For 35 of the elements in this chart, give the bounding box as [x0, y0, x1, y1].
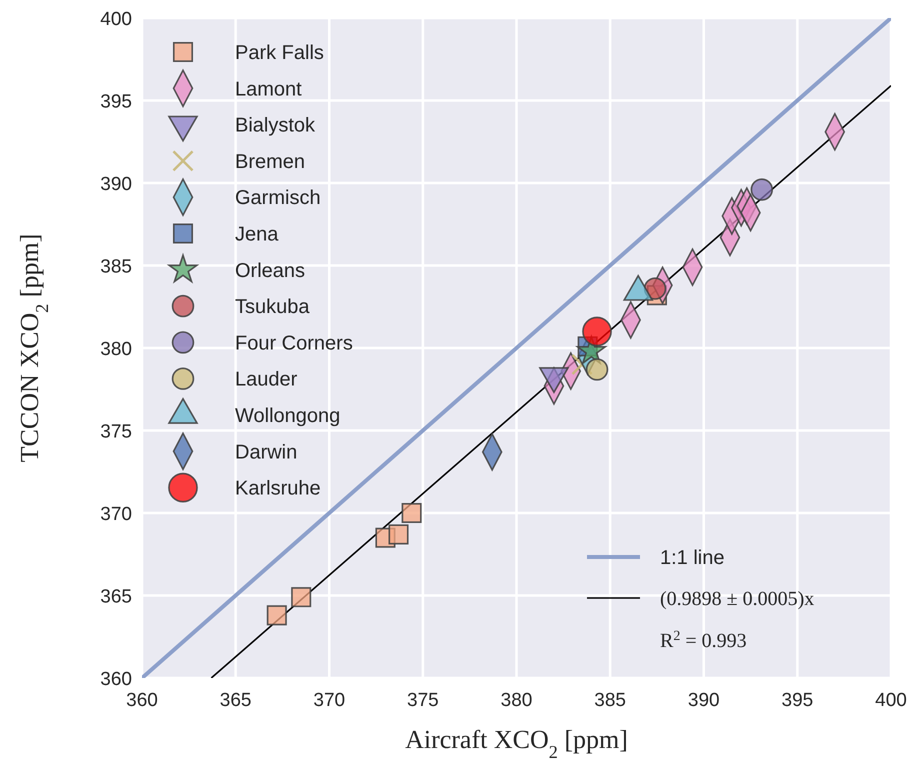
- x-tick-label: 380: [500, 690, 532, 711]
- y-tick-label: 395: [100, 92, 132, 112]
- x-tick-label: 400: [875, 690, 907, 711]
- annotation: R$^{2}$ = 0.993: [660, 628, 747, 652]
- legend-label: Bremen: [235, 150, 306, 173]
- x-tick-label: 370: [313, 690, 346, 711]
- legend-label: Lauder: [235, 368, 298, 391]
- x-tick-label: 365: [220, 690, 252, 711]
- y-tick-label: 385: [100, 256, 132, 278]
- y-tick-label: 370: [100, 504, 132, 525]
- y-tick-label: 380: [100, 339, 132, 360]
- legend-label: (0.9898 ± 0.0005)x: [660, 588, 814, 610]
- legend-label: Garmisch: [235, 187, 321, 210]
- legend-label: Darwin: [235, 441, 298, 464]
- x-tick-label: 385: [594, 690, 626, 711]
- y-tick-label: 360: [100, 669, 132, 690]
- y-tick-label: 365: [100, 586, 132, 608]
- x-tick-label: 375: [407, 690, 439, 711]
- x-axis-title: Aircraft XCO$_{2}$ [ppm]: [405, 725, 628, 762]
- legend-label: Four Corners: [235, 332, 353, 354]
- y-tick-label: 400: [100, 9, 132, 30]
- x-tick-label: 390: [688, 690, 720, 711]
- y-tick-label: 390: [100, 174, 132, 195]
- x-tick-label: 395: [782, 690, 814, 711]
- legend-label: Park Falls: [235, 42, 324, 64]
- legend-label: 1:1 line: [660, 547, 724, 569]
- legend-label: Tsukuba: [235, 296, 310, 318]
- legend-label: Karlsruhe: [235, 478, 321, 500]
- legend-label: Wollongong: [235, 405, 340, 427]
- y-tick-label: 375: [100, 422, 132, 442]
- legend-label: Orleans: [235, 260, 306, 282]
- legend-label: Lamont: [235, 78, 302, 100]
- legend-label: Jena: [235, 224, 280, 246]
- x-tick-label: 360: [126, 690, 158, 711]
- legend-label: Bialystok: [235, 114, 316, 137]
